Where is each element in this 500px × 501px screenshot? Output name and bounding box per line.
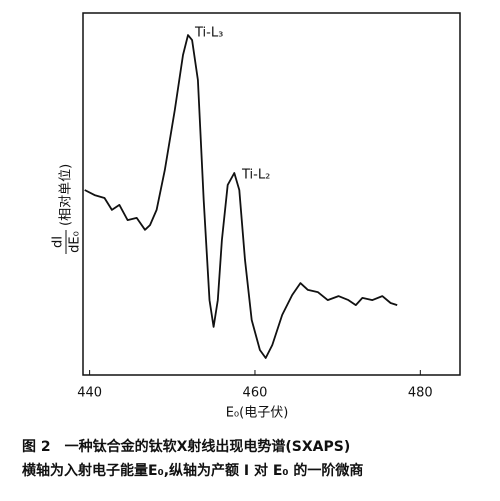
y-label-denominator: dE₀ <box>68 231 83 253</box>
y-axis-label: dI dE₀ (相对单位) <box>51 164 83 254</box>
x-tick-label: 460 <box>243 386 268 401</box>
y-label-unit: (相对单位) <box>59 164 74 226</box>
x-axis-label: E₀(电子伏) <box>226 406 289 421</box>
plot-frame <box>82 12 461 376</box>
y-label-numerator: dI <box>51 236 66 248</box>
annotation: Ti-L₃ <box>194 26 223 41</box>
caption: 横轴为入射电子能量E₀,纵轴为产额 I 对 E₀ 的一阶微商 <box>22 462 363 479</box>
x-tick-label: 440 <box>77 386 102 401</box>
x-tick-label: 480 <box>408 386 433 401</box>
caption: 图 2 一种钛合金的钛软X射线出现电势谱(SXAPS) <box>22 438 350 455</box>
annotation: Ti-L₂ <box>241 168 270 183</box>
data-line <box>84 34 398 359</box>
